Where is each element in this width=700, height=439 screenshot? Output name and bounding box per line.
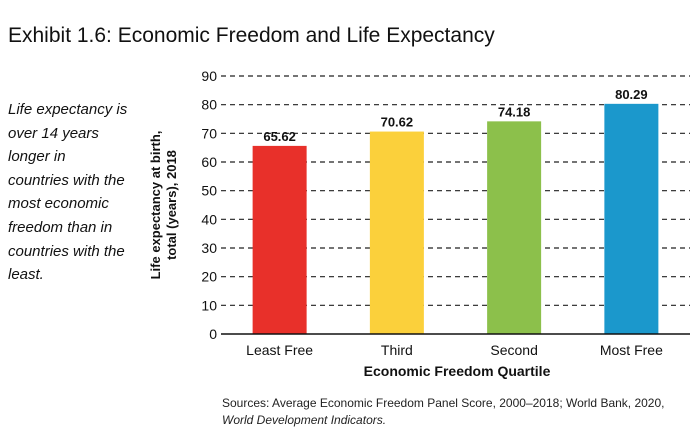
bar: [252, 145, 307, 334]
y-tick-label: 20: [201, 269, 217, 285]
y-axis-label: Life expectancy at birth, total (years), …: [148, 131, 179, 280]
bar-value-label: 70.62: [381, 115, 414, 130]
sources-note: Sources: Average Economic Freedom Panel …: [222, 395, 692, 429]
y-tick-labels: 0 10 20 30 40 50 60 70 80 90: [201, 68, 217, 342]
x-tick-label: Least Free: [246, 342, 313, 358]
y-tick-label: 40: [201, 211, 217, 227]
bars: [252, 103, 659, 335]
x-tick-label: Most Free: [600, 342, 663, 358]
y-tick-label: 50: [201, 183, 217, 199]
x-tick-label: Second: [490, 342, 537, 358]
bar: [487, 121, 542, 334]
data-labels: 65.62 70.62 74.18 80.29: [263, 87, 647, 144]
bar: [604, 103, 659, 335]
chart-title: Exhibit 1.6: Economic Freedom and Life E…: [8, 24, 495, 47]
y-tick-label: 90: [201, 68, 217, 84]
x-axis-label: Economic Freedom Quartile: [364, 363, 551, 379]
y-tick-label: 30: [201, 240, 217, 256]
bar-chart: Life expectancy at birth, total (years), …: [148, 68, 690, 379]
y-tick-label: 70: [201, 125, 217, 141]
sources-text: Sources: Average Economic Freedom Panel …: [222, 396, 665, 410]
bar: [369, 131, 424, 334]
bar-value-label: 65.62: [263, 129, 296, 144]
y-tick-label: 10: [201, 297, 217, 313]
bar-value-label: 74.18: [498, 104, 531, 119]
x-tick-labels: Least Free Third Second Most Free: [246, 342, 663, 358]
y-axis-label-line: total (years), 2018: [164, 150, 179, 260]
annotation-note: Life expectancy is over 14 years longer …: [8, 101, 128, 284]
y-tick-label: 80: [201, 97, 217, 113]
y-tick-label: 60: [201, 154, 217, 170]
x-tick-label: Third: [381, 342, 413, 358]
sources-publication: World Development Indicators.: [222, 413, 387, 427]
y-axis-label-line: Life expectancy at birth,: [148, 131, 163, 280]
bar-value-label: 80.29: [615, 87, 648, 102]
y-tick-label: 0: [209, 326, 217, 342]
